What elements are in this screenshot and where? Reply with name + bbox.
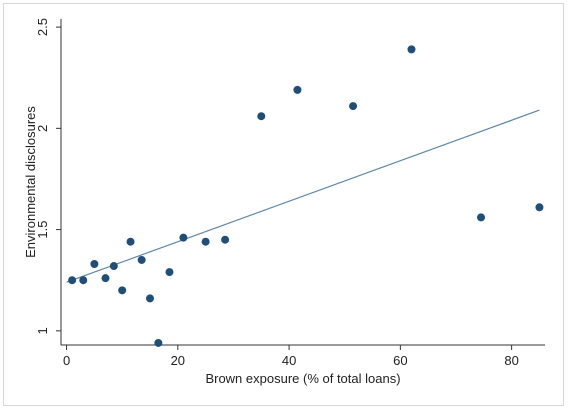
y-tick-label: 1.5 [35,221,50,239]
data-point [137,255,146,264]
data-point [349,102,358,111]
x-tick-label: 20 [171,353,185,368]
x-tick-label: 80 [504,353,518,368]
data-point [79,276,88,285]
fit-line-group [66,109,540,283]
data-point [221,235,230,244]
data-points [68,45,544,347]
data-point [179,233,188,242]
x-tick-label: 40 [282,353,296,368]
axes [60,19,545,346]
data-point [535,203,544,212]
data-point [477,213,486,222]
y-axis-title: Environmental disclosures [23,106,38,258]
y-tick-label: 2 [35,125,50,132]
data-point [201,237,210,246]
data-point [109,262,118,271]
fitted-line [66,109,540,283]
x-tick-label: 60 [393,353,407,368]
data-point [154,338,163,347]
data-point [165,268,174,277]
data-point [90,260,99,269]
y-tick-label: 1 [35,327,50,334]
x-ticks: 0 20 40 60 80 [63,345,519,368]
chart-frame [3,3,564,406]
data-point [257,112,266,121]
y-ticks: 1 1.5 2 2.5 [35,18,61,334]
data-point [407,45,416,54]
data-point [126,237,135,246]
data-point [293,85,302,94]
data-point [101,274,110,283]
y-tick-label: 2.5 [35,18,50,36]
data-point [118,286,127,295]
x-tick-label: 0 [63,353,70,368]
x-axis-title: Brown exposure (% of total loans) [205,371,400,386]
data-point [68,276,77,285]
data-point [146,294,155,303]
